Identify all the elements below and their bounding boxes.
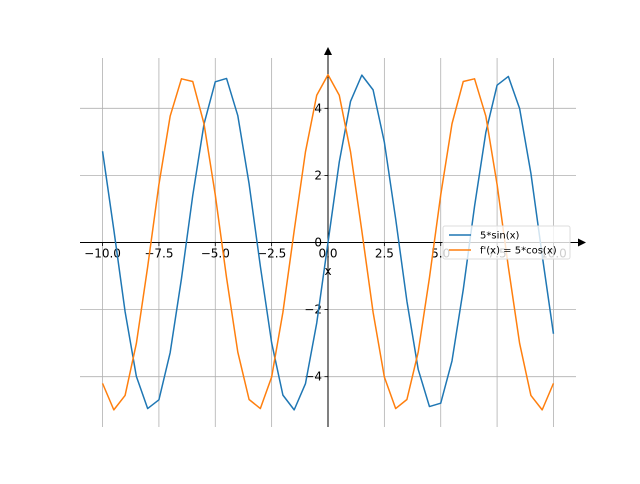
y-tick-label: 2	[314, 168, 322, 182]
x-tick-label: −5.0	[201, 247, 230, 261]
legend-box	[442, 225, 571, 260]
y-axis-arrow	[324, 47, 332, 55]
x-axis-arrow	[578, 238, 586, 247]
line	[101, 74, 555, 411]
legend-label: f'(x) = 5*cos(x)	[480, 246, 557, 257]
x-tick-label: −7.5	[144, 247, 173, 261]
y-tick-label: −4	[304, 370, 322, 384]
line	[101, 74, 555, 411]
x-tick-label: 2.5	[375, 247, 394, 261]
x-tick-label: −10.0	[84, 247, 121, 261]
x-tick-label: −2.5	[257, 247, 286, 261]
legend-label: 5*sin(x)	[480, 231, 520, 242]
y-tick-label: 4	[314, 101, 322, 115]
